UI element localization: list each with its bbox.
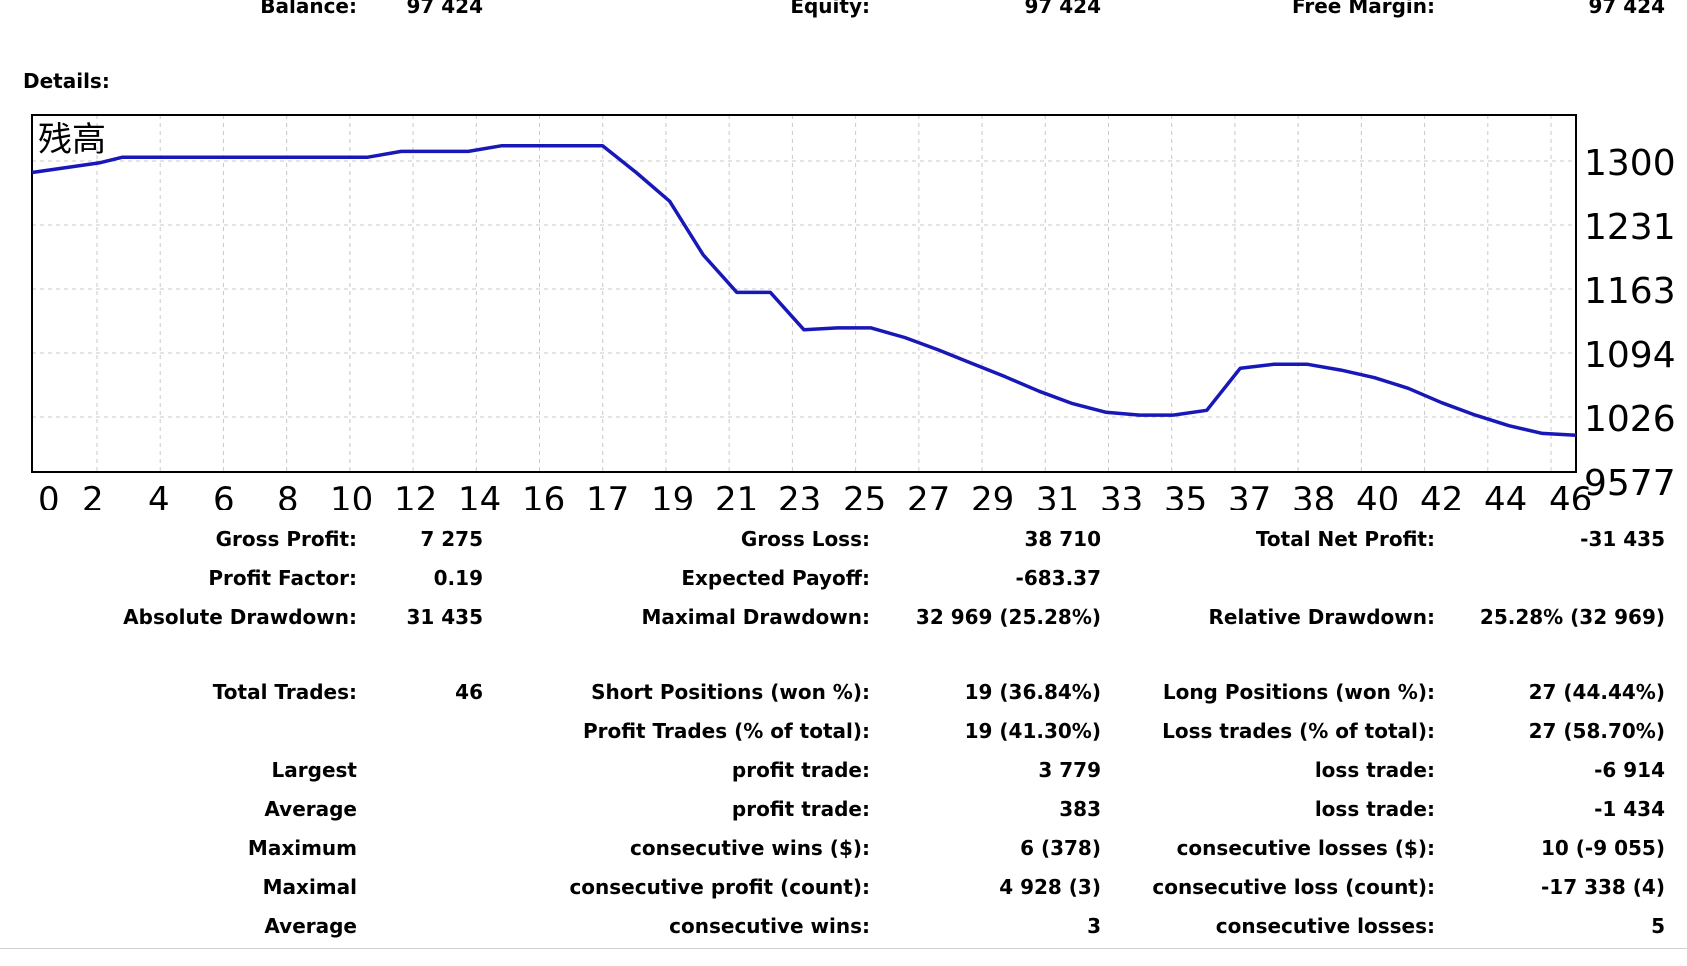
y-tick-label: 1163	[1584, 271, 1676, 312]
average-profit-value: 383	[1059, 797, 1101, 821]
loss-trades-label: Loss trades (% of total):	[1162, 719, 1435, 743]
x-tick-label: 42	[1420, 480, 1463, 510]
x-tick-label: 23	[778, 480, 821, 510]
x-tick-label: 17	[586, 480, 629, 510]
max-consecutive-losses-value: 10 (-9 055)	[1540, 836, 1665, 860]
x-tick-label: 4	[148, 480, 170, 510]
average-consecutive-wins-value: 3	[1087, 914, 1101, 938]
total-net-profit-label: Total Net Profit:	[1255, 527, 1435, 551]
x-tick-label: 44	[1484, 480, 1527, 510]
x-tick-label: 25	[843, 480, 886, 510]
expected-payoff-label: Expected Payoff:	[681, 566, 870, 590]
equity-value: 97 424	[1024, 0, 1101, 18]
average-loss-label: loss trade:	[1314, 797, 1435, 821]
relative-drawdown-label: Relative Drawdown:	[1208, 605, 1435, 629]
short-positions-label: Short Positions (won %):	[591, 680, 870, 704]
maximal-consecutive-profit-value: 4 928 (3)	[999, 875, 1101, 899]
balance-label: Balance:	[260, 0, 357, 18]
x-tick-label: 29	[971, 480, 1014, 510]
x-tick-label: 6	[213, 480, 235, 510]
plot-frame	[31, 114, 1577, 473]
x-axis-ticks: 0 2 4 6 8 10 12 14 16 17 19 21 23 25 27 29 31 33 35 37 38 40 4…	[38, 480, 1592, 510]
x-tick-label: 37	[1228, 480, 1271, 510]
bottom-divider	[0, 948, 1687, 949]
gross-profit-label: Gross Profit:	[215, 527, 357, 551]
chart-grid	[32, 115, 1576, 472]
y-tick-label: 9577	[1584, 463, 1676, 504]
profit-factor-value: 0.19	[433, 566, 483, 590]
average-consecutive-losses-value: 5	[1651, 914, 1665, 938]
gross-loss-value: 38 710	[1024, 527, 1101, 551]
relative-drawdown-value: 25.28% (32 969)	[1479, 605, 1665, 629]
x-tick-label: 12	[394, 480, 437, 510]
x-tick-label: 35	[1164, 480, 1207, 510]
y-tick-label: 1231	[1584, 207, 1676, 248]
profit-factor-label: Profit Factor:	[208, 566, 357, 590]
x-tick-label: 46	[1549, 480, 1592, 510]
x-tick-label: 14	[458, 480, 501, 510]
average-consecutive-wins-label: consecutive wins:	[669, 914, 870, 938]
chart-title: 残高	[38, 120, 106, 160]
x-tick-label: 27	[907, 480, 950, 510]
x-tick-label: 10	[330, 480, 373, 510]
maximal-label: Maximal	[262, 875, 357, 899]
maximal-consecutive-loss-label: consecutive loss (count):	[1152, 875, 1435, 899]
absolute-drawdown-value: 31 435	[406, 605, 483, 629]
free-margin-label: Free Margin:	[1291, 0, 1435, 18]
short-positions-value: 19 (36.84%)	[964, 680, 1101, 704]
profit-trades-value: 19 (41.30%)	[964, 719, 1101, 743]
x-tick-label: 0	[38, 480, 60, 510]
maximum-label: Maximum	[247, 836, 357, 860]
x-tick-label: 31	[1036, 480, 1079, 510]
average-consecutive-losses-label: consecutive losses:	[1215, 914, 1435, 938]
x-tick-label: 19	[651, 480, 694, 510]
free-margin-value: 97 424	[1588, 0, 1665, 18]
maximal-consecutive-loss-value: -17 338 (4)	[1540, 875, 1665, 899]
gross-loss-label: Gross Loss:	[740, 527, 870, 551]
maximal-consecutive-profit-label: consecutive profit (count):	[569, 875, 870, 899]
x-tick-label: 21	[715, 480, 758, 510]
average-consecutive-label: Average	[264, 914, 357, 938]
x-tick-label: 33	[1100, 480, 1143, 510]
total-trades-label: Total Trades:	[212, 680, 357, 704]
y-axis-ticks: 1300 1231 1163 1094 1026 9577	[1584, 143, 1676, 504]
x-tick-label: 40	[1356, 480, 1399, 510]
x-tick-label: 16	[522, 480, 565, 510]
largest-loss-label: loss trade:	[1314, 758, 1435, 782]
average-profit-label: profit trade:	[731, 797, 870, 821]
x-tick-label: 38	[1292, 480, 1335, 510]
total-trades-value: 46	[455, 680, 483, 704]
balance-line	[31, 143, 1577, 438]
max-consecutive-losses-label: consecutive losses ($):	[1176, 836, 1435, 860]
largest-label: Largest	[271, 758, 357, 782]
largest-profit-value: 3 779	[1038, 758, 1101, 782]
y-tick-label: 1300	[1584, 143, 1676, 184]
largest-loss-value: -6 914	[1594, 758, 1665, 782]
maximal-drawdown-value: 32 969 (25.28%)	[915, 605, 1101, 629]
absolute-drawdown-label: Absolute Drawdown:	[123, 605, 357, 629]
profit-trades-label: Profit Trades (% of total):	[582, 719, 870, 743]
average-loss-value: -1 434	[1594, 797, 1665, 821]
long-positions-label: Long Positions (won %):	[1162, 680, 1435, 704]
long-positions-value: 27 (44.44%)	[1528, 680, 1665, 704]
details-title: Details:	[23, 69, 110, 93]
y-tick-label: 1094	[1584, 335, 1676, 376]
expected-payoff-value: -683.37	[1015, 566, 1101, 590]
max-consecutive-wins-value: 6 (378)	[1020, 836, 1101, 860]
loss-trades-value: 27 (58.70%)	[1528, 719, 1665, 743]
y-tick-label: 1026	[1584, 399, 1676, 440]
equity-label: Equity:	[790, 0, 870, 18]
maximal-drawdown-label: Maximal Drawdown:	[641, 605, 870, 629]
max-consecutive-wins-label: consecutive wins ($):	[629, 836, 870, 860]
x-tick-label: 8	[277, 480, 299, 510]
gross-profit-value: 7 275	[420, 527, 483, 551]
total-net-profit-value: -31 435	[1580, 527, 1665, 551]
balance-value: 97 424	[406, 0, 483, 18]
x-tick-label: 2	[82, 480, 104, 510]
largest-profit-label: profit trade:	[731, 758, 870, 782]
average-label: Average	[264, 797, 357, 821]
